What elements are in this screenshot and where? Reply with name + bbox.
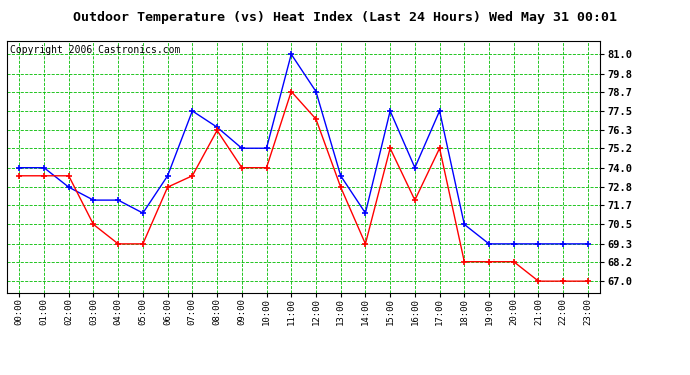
Text: Outdoor Temperature (vs) Heat Index (Last 24 Hours) Wed May 31 00:01: Outdoor Temperature (vs) Heat Index (Las… [73, 11, 617, 24]
Text: Copyright 2006 Castronics.com: Copyright 2006 Castronics.com [10, 45, 180, 55]
